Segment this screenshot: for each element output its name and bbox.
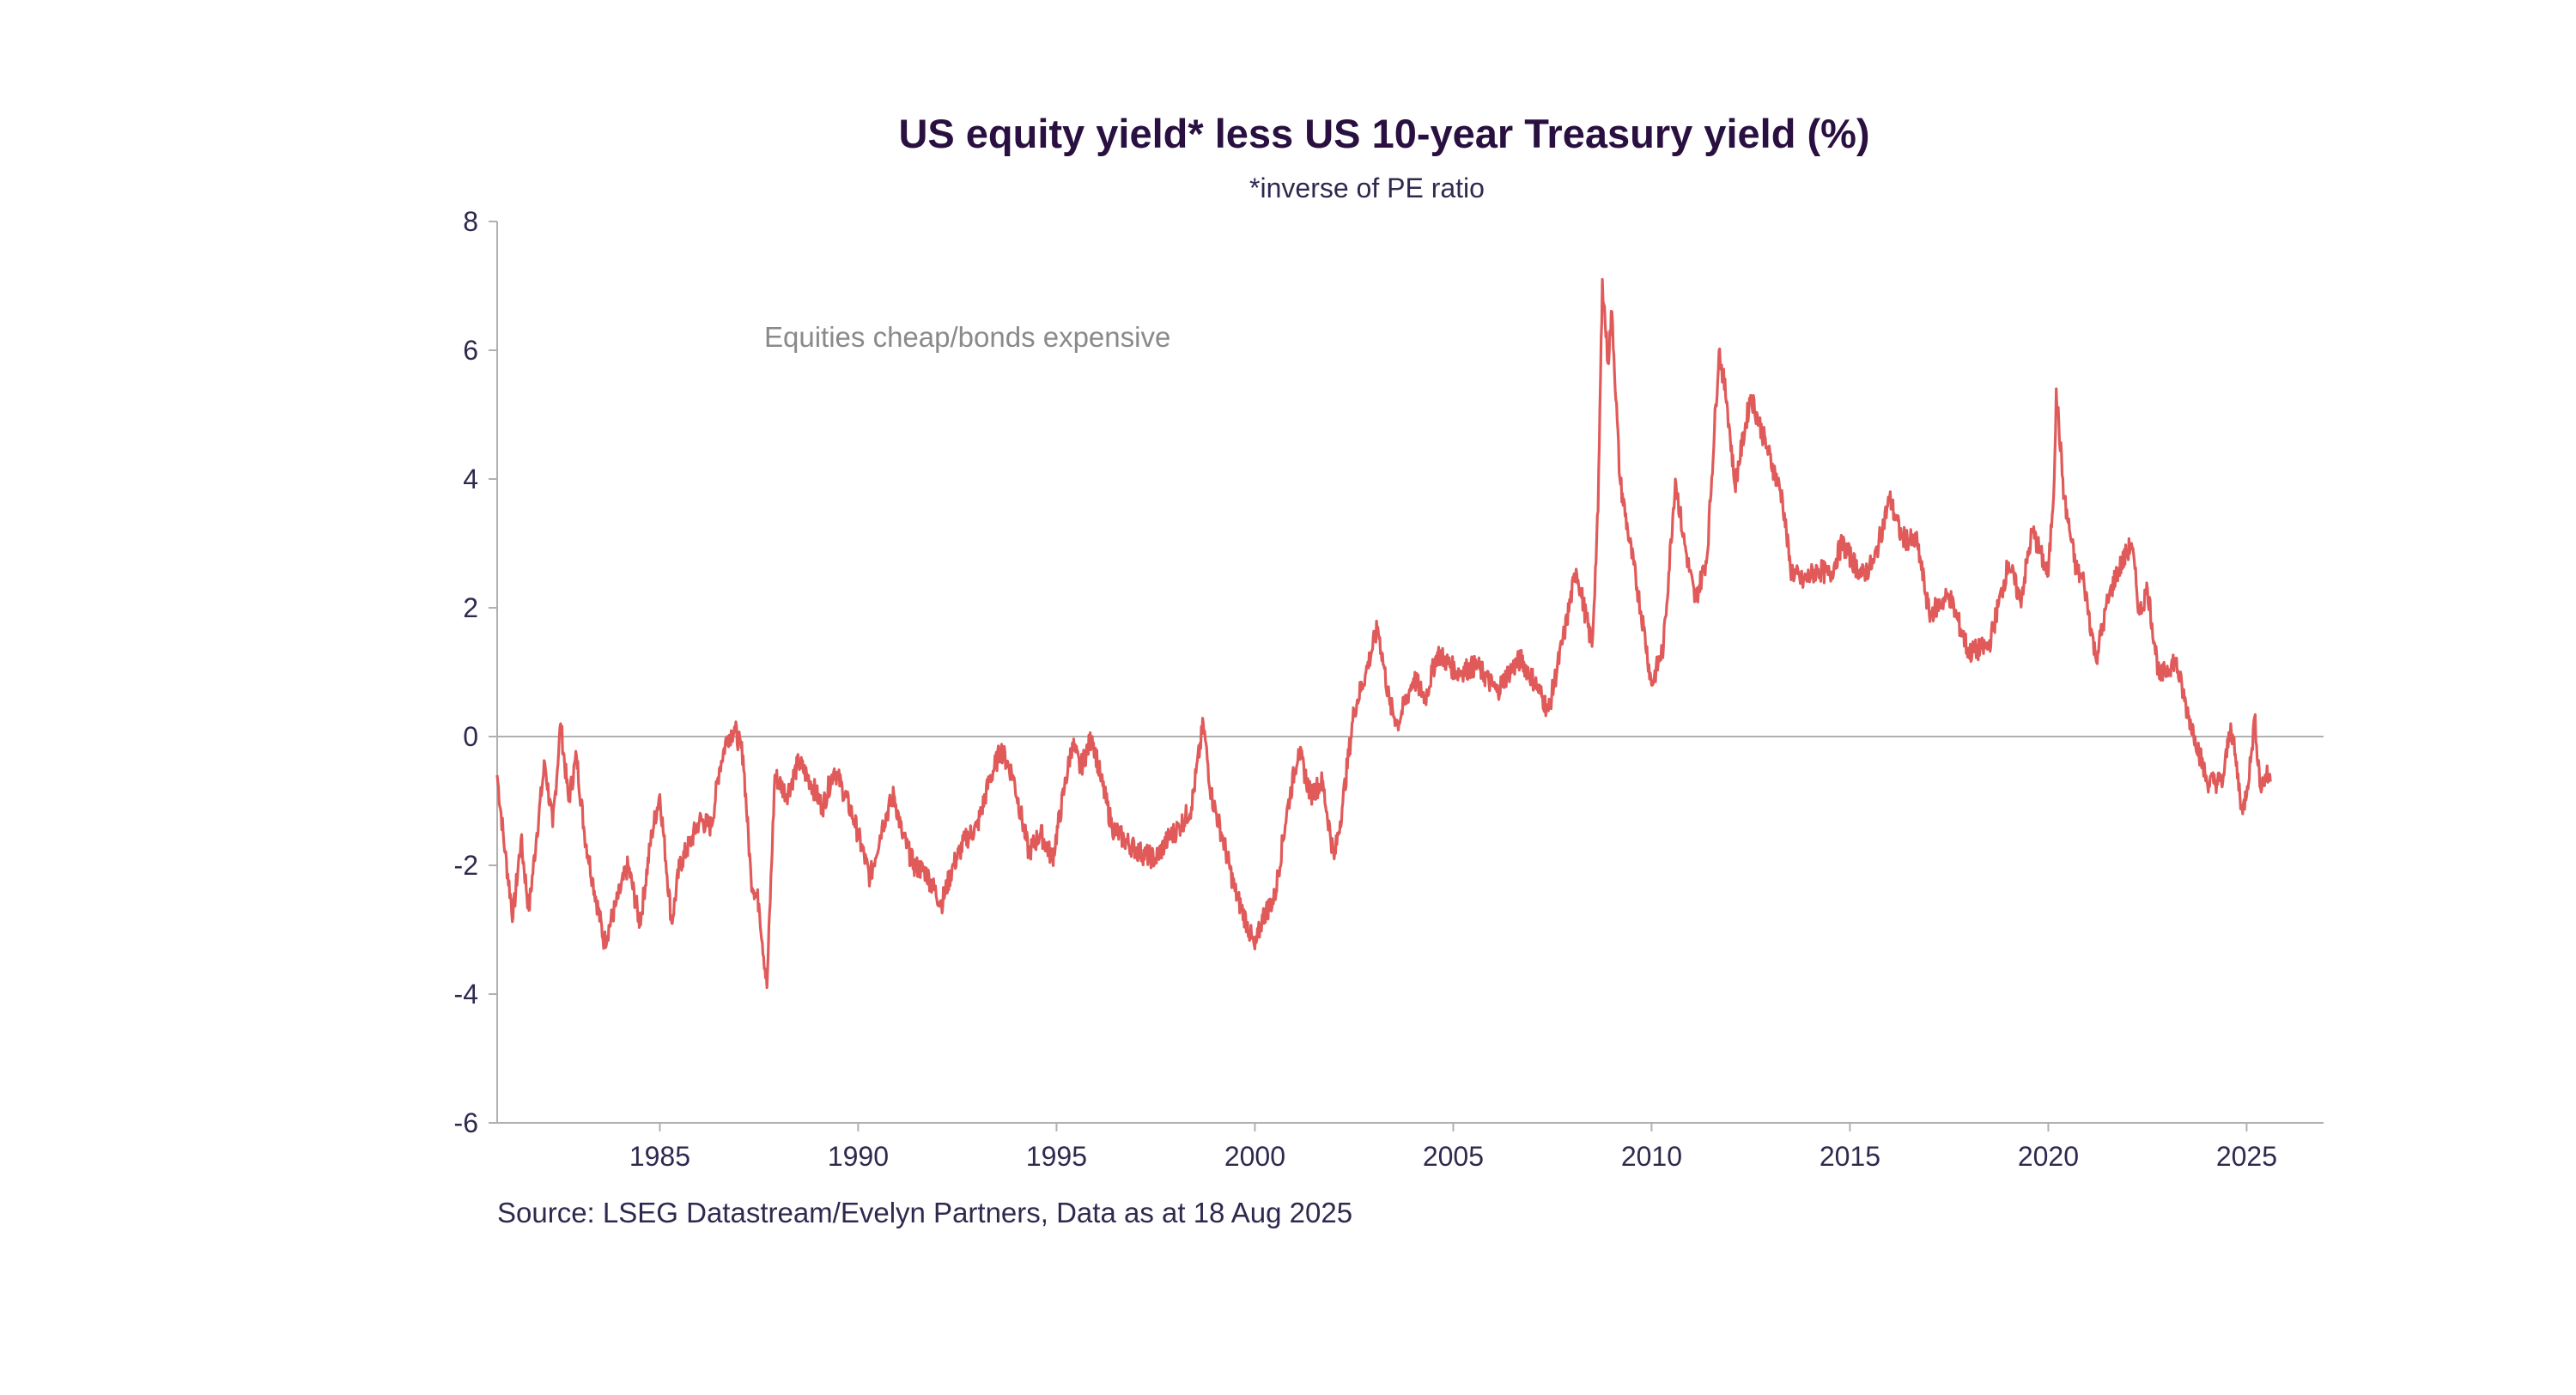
y-tick-label: -2 [454, 850, 478, 881]
x-tick-label: 2010 [1621, 1141, 1682, 1172]
x-tick-label: 2015 [1820, 1141, 1880, 1172]
chart-title: US equity yield* less US 10-year Treasur… [898, 111, 1869, 156]
axes: -6 -4 -2 0 2 4 6 8 1985 1990 1995 2000 2005 2010 2015 2… [454, 206, 2324, 1172]
source-note: Source: LSEG Datastream/Evelyn Partners,… [497, 1197, 1352, 1228]
x-tick-label: 2005 [1423, 1141, 1484, 1172]
x-tick-label: 1985 [629, 1141, 690, 1172]
annotation: Equities cheap/bonds expensive [764, 321, 1170, 353]
x-tick-label: 2020 [2018, 1141, 2079, 1172]
y-tick-label: 6 [463, 335, 478, 366]
x-tick-label: 2000 [1224, 1141, 1285, 1172]
series-line [495, 277, 2272, 990]
y-tick-label: 4 [463, 464, 478, 494]
y-tick-label: -6 [454, 1107, 478, 1138]
x-tick-label: 1995 [1026, 1141, 1087, 1172]
y-tick-label: 2 [463, 592, 478, 623]
x-tick-label: 2025 [2216, 1141, 2277, 1172]
series-group [495, 277, 2272, 990]
y-tick-label: 8 [463, 206, 478, 237]
x-tick-label: 1990 [828, 1141, 889, 1172]
chart-subtitle: *inverse of PE ratio [1249, 173, 1485, 203]
y-tick-label: -4 [454, 979, 478, 1010]
y-tick-label: 0 [463, 721, 478, 752]
